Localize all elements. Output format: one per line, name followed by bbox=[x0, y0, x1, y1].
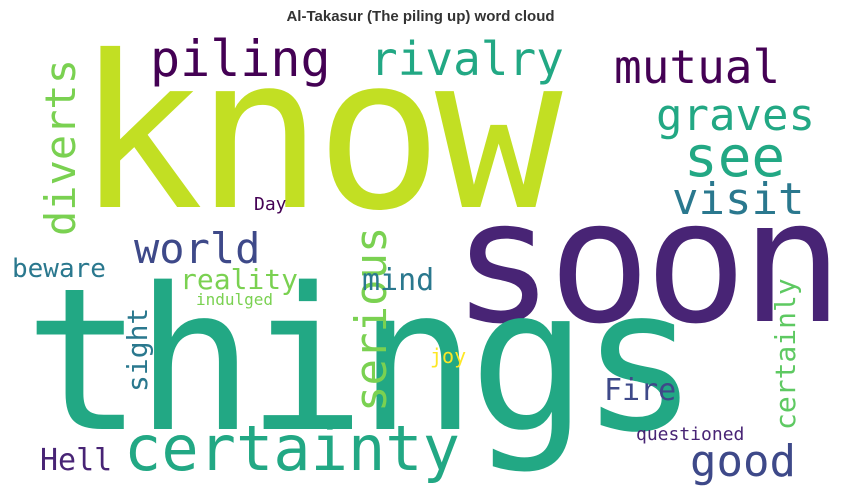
word-rivalry: rivalry bbox=[370, 32, 564, 86]
word-fire: Fire bbox=[604, 373, 677, 408]
word-graves: graves bbox=[656, 90, 815, 141]
word-sight: sight bbox=[121, 307, 154, 392]
word-hell: Hell bbox=[40, 443, 113, 478]
word-world: world bbox=[134, 224, 261, 273]
word-joy: joy bbox=[430, 344, 467, 368]
word-mutual: mutual bbox=[614, 40, 781, 94]
word-piling: piling bbox=[150, 30, 331, 88]
word-day: Day bbox=[254, 194, 287, 215]
word-soon: soon bbox=[452, 164, 841, 362]
word-certainty: certainty bbox=[124, 412, 460, 485]
chart-title: Al-Takasur (The piling up) word cloud bbox=[286, 8, 555, 25]
word-visit: visit bbox=[672, 174, 805, 225]
word-mind: mind bbox=[362, 263, 435, 298]
word-know: know bbox=[76, 10, 563, 257]
word-questioned: questioned bbox=[636, 424, 745, 445]
word-serious: serious bbox=[346, 226, 397, 412]
word-indulged: indulged bbox=[196, 290, 274, 309]
word-things: things bbox=[24, 245, 699, 476]
word-see: see bbox=[684, 125, 786, 190]
word-certainly: certainly bbox=[769, 278, 802, 430]
word-diverts: diverts bbox=[36, 58, 85, 236]
word-good: good bbox=[690, 436, 796, 487]
word-reality: reality bbox=[180, 263, 299, 296]
word-beware: beware bbox=[12, 254, 106, 284]
